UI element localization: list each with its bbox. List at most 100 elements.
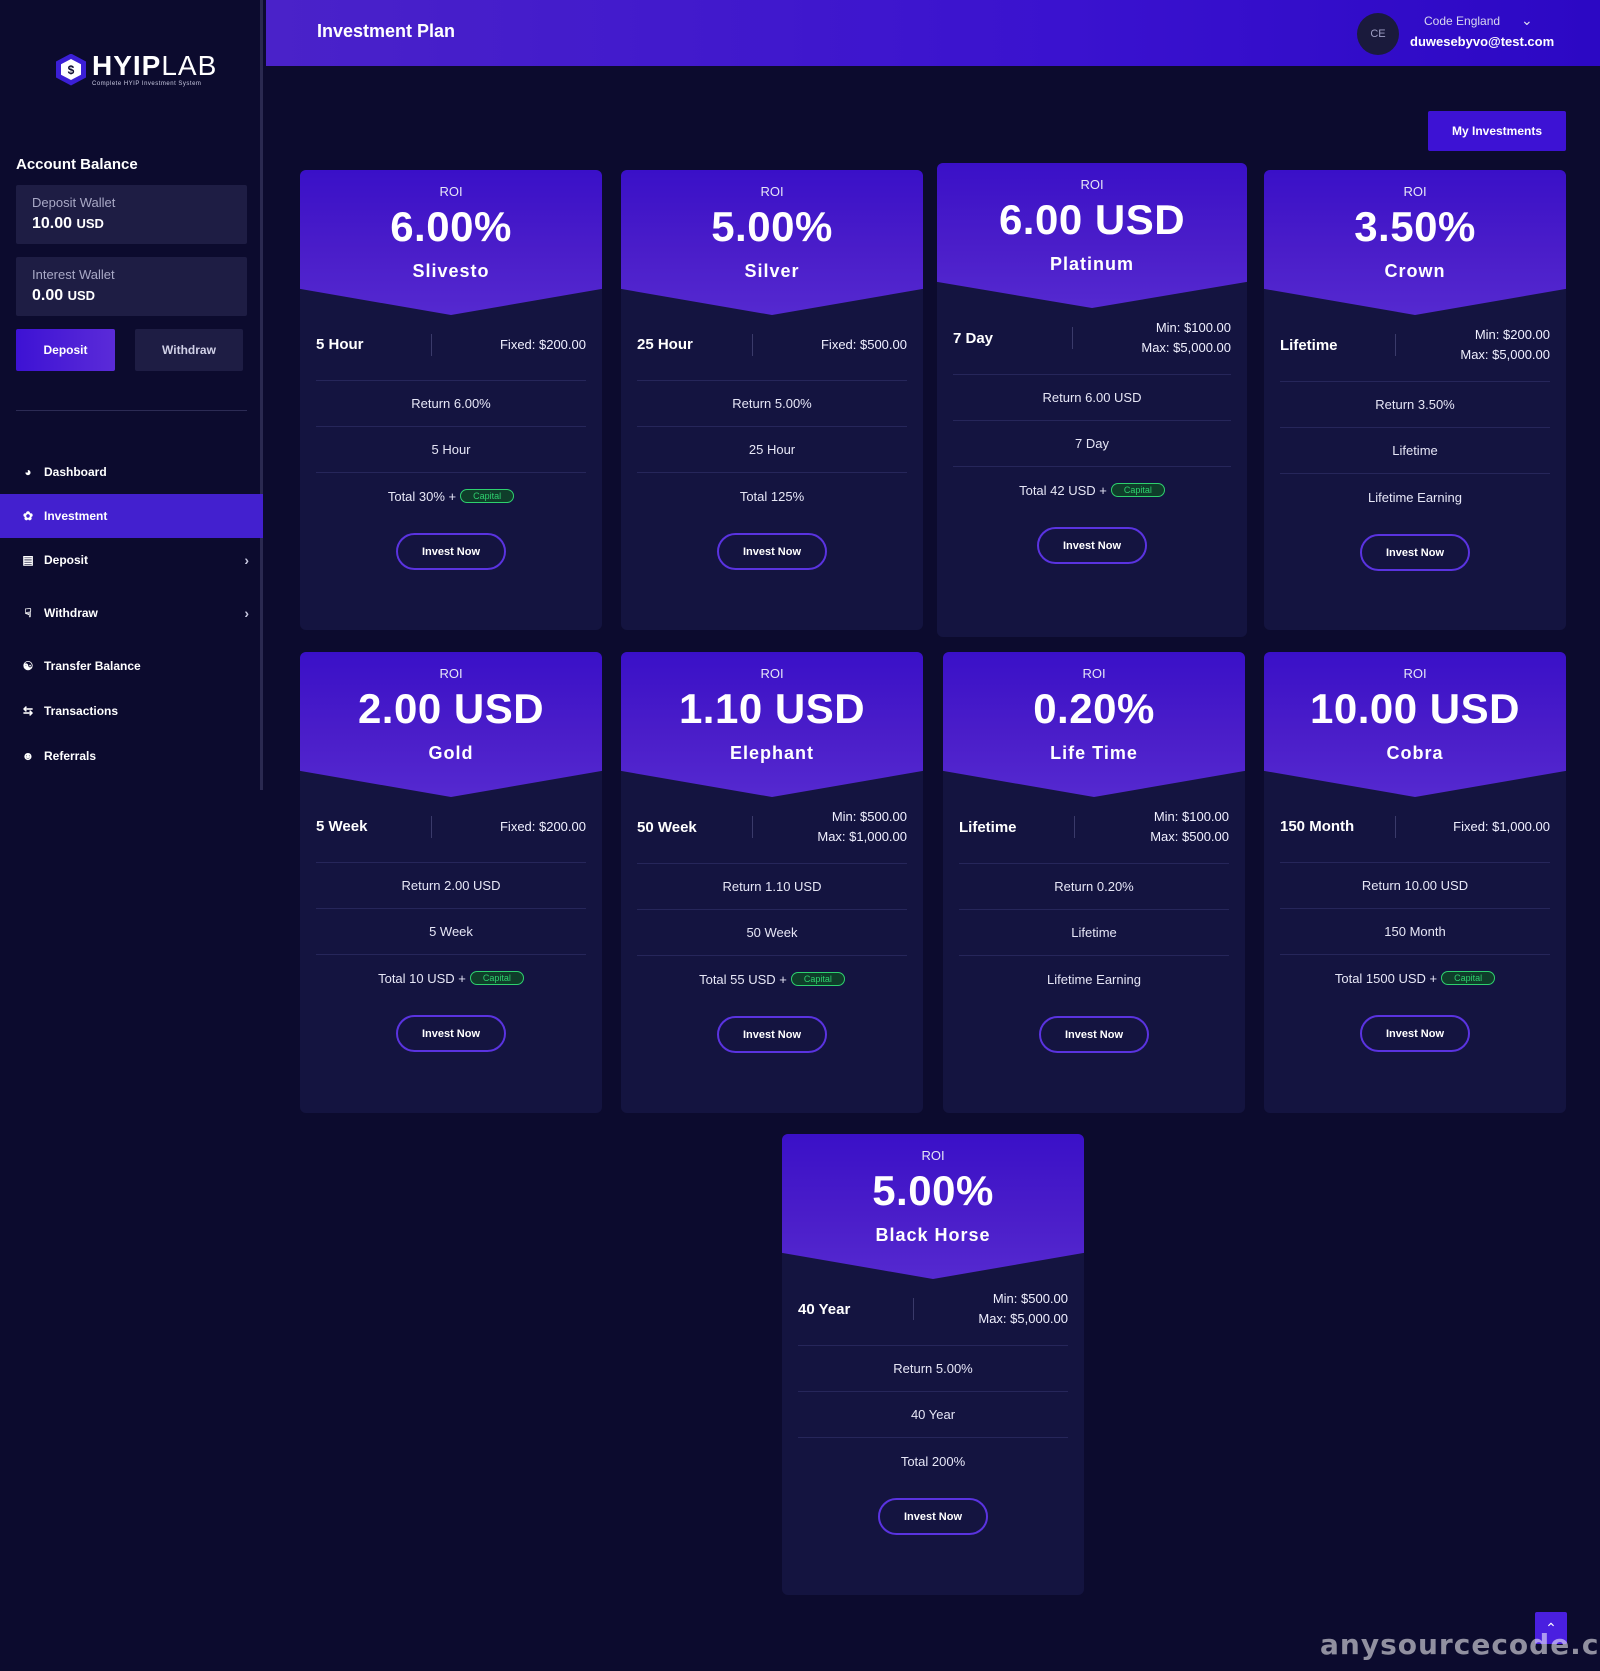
- plan-card-header: ROI 0.20% Life Time: [943, 652, 1245, 797]
- roi-label: ROI: [1403, 666, 1427, 681]
- invest-now-button[interactable]: Invest Now: [1360, 534, 1470, 571]
- plan-limits: Fixed: $500.00: [773, 335, 907, 355]
- plan-detail-row: 7 Day: [953, 421, 1231, 467]
- invest-now-button[interactable]: Invest Now: [717, 1016, 827, 1053]
- plan-name: Platinum: [1049, 254, 1134, 274]
- plan-card: ROI 5.00% Silver 25 Hour Fixed: $500.00 …: [621, 170, 923, 630]
- roi-value: 0.20%: [1033, 685, 1155, 732]
- divider: [1074, 816, 1076, 838]
- roi-value: 6.00%: [390, 203, 512, 250]
- sidebar-item-transactions[interactable]: ⇆ Transactions: [0, 689, 263, 733]
- plan-card: ROI 3.50% Crown Lifetime Min: $200.00 Max…: [1264, 170, 1566, 630]
- plan-limits: Min: $100.00 Max: $500.00: [1095, 807, 1229, 847]
- wallet-amount: 10.00: [32, 215, 73, 232]
- invest-now-button[interactable]: Invest Now: [1360, 1015, 1470, 1052]
- sidebar-item-transfer-balance[interactable]: ☯ Transfer Balance: [0, 644, 263, 688]
- plan-detail-text: Lifetime Earning: [1368, 489, 1462, 505]
- plan-detail-text: Total 200%: [900, 1453, 966, 1469]
- double-chevron-up-icon: ⌃: [1545, 1619, 1557, 1636]
- plan-detail-text: Return 6.00%: [411, 396, 491, 411]
- money-bag-icon: $: [56, 53, 86, 86]
- plan-info-row: 50 Week Min: $500.00 Max: $1,000.00: [637, 797, 907, 864]
- invest-now-button[interactable]: Invest Now: [396, 533, 506, 570]
- plan-card: ROI 6.00 USD Platinum 7 Day Min: $100.00…: [937, 163, 1247, 637]
- plan-card-header: ROI 1.10 USD Elephant: [621, 652, 923, 797]
- plan-detail-text: 7 Day: [1075, 436, 1109, 451]
- plan-detail-text: Total 42 USD +: [1019, 482, 1107, 498]
- plan-detail-row: Return 10.00 USD: [1280, 863, 1550, 909]
- plan-detail-text: Lifetime Earning: [1047, 971, 1141, 987]
- withdraw-button[interactable]: Withdraw: [135, 329, 243, 371]
- plan-limit-line: Min: $100.00: [1155, 320, 1231, 335]
- plan-name: Elephant: [729, 743, 814, 763]
- plan-detail-text: Total 55 USD +: [699, 971, 787, 987]
- roi-value: 3.50%: [1354, 203, 1476, 250]
- capital-badge: Capital: [460, 489, 515, 503]
- plan-detail-row: Return 3.50%: [1280, 382, 1550, 428]
- plan-name: Silver: [744, 261, 800, 281]
- plan-card: ROI 5.00% Black Horse 40 Year Min: $500.…: [782, 1134, 1084, 1595]
- plan-detail-row: Total 1500 USD + Capital: [1280, 955, 1550, 1001]
- sidebar-item-withdraw[interactable]: ☟ Withdraw ›: [0, 591, 263, 635]
- brand-name-light: LAB: [161, 50, 218, 81]
- plan-name: Life Time: [1050, 743, 1138, 763]
- roi-label: ROI: [1080, 177, 1104, 192]
- wallet-currency: USD: [76, 216, 104, 231]
- plan-limit-line: Max: $5,000.00: [978, 1311, 1068, 1326]
- user-email[interactable]: duwesebyvo@test.com: [1410, 34, 1555, 49]
- plan-info-row: 5 Hour Fixed: $200.00: [316, 315, 586, 381]
- plan-detail-row: Return 6.00 USD: [953, 375, 1231, 421]
- plan-card-header: ROI 3.50% Crown: [1264, 170, 1566, 315]
- sidebar: $ HYIPLAB Complete HYIP Investment Syste…: [0, 0, 263, 790]
- sidebar-item-investment[interactable]: ✿ Investment: [0, 494, 263, 538]
- plan-detail-row: Return 2.00 USD: [316, 863, 586, 909]
- sidebar-item-label: Referrals: [44, 749, 97, 763]
- sidebar-item-label: Investment: [44, 509, 108, 523]
- invest-now-button[interactable]: Invest Now: [396, 1015, 506, 1052]
- sidebar-item-dashboard[interactable]: ◕ Dashboard: [0, 450, 263, 494]
- roi-value: 5.00%: [711, 203, 833, 250]
- plan-detail-row: 5 Hour: [316, 427, 586, 473]
- sidebar-item-deposit[interactable]: ▤ Deposit ›: [0, 538, 263, 582]
- brand-logo[interactable]: $ HYIPLAB Complete HYIP Investment Syste…: [56, 52, 217, 87]
- divider: [431, 333, 433, 356]
- exchange-icon: ⇆: [22, 704, 34, 718]
- plan-detail-text: Lifetime: [1071, 925, 1117, 940]
- plan-detail-row: Lifetime: [959, 910, 1229, 956]
- plan-detail-row: 5 Week: [316, 909, 586, 955]
- plan-detail-row: Lifetime Earning: [959, 956, 1229, 1002]
- plan-limit-line: Min: $100.00: [1153, 809, 1229, 824]
- scroll-to-top-button[interactable]: ⌃: [1535, 1612, 1567, 1644]
- users-icon: ☻: [21, 749, 35, 763]
- plan-detail-row: 50 Week: [637, 910, 907, 956]
- invest-now-button[interactable]: Invest Now: [717, 533, 827, 570]
- roi-value: 10.00 USD: [1310, 685, 1520, 732]
- watermark: anysourcecode.com: [1320, 1628, 1600, 1661]
- sidebar-item-referrals[interactable]: ☻ Referrals: [0, 734, 263, 778]
- plan-detail-text: Return 3.50%: [1375, 397, 1455, 412]
- my-investments-button[interactable]: My Investments: [1428, 111, 1566, 151]
- invest-now-button[interactable]: Invest Now: [878, 1498, 988, 1535]
- plan-detail-row: 40 Year: [798, 1392, 1068, 1438]
- plan-detail-text: 5 Hour: [431, 442, 471, 457]
- chevron-down-icon[interactable]: ⌄: [1521, 12, 1533, 28]
- invest-now-button[interactable]: Invest Now: [1037, 527, 1147, 564]
- plan-info-row: Lifetime Min: $100.00 Max: $500.00: [959, 797, 1229, 864]
- divider: [1395, 815, 1397, 838]
- capital-badge: Capital: [469, 971, 524, 985]
- plan-name: Cobra: [1386, 743, 1444, 763]
- wallet-amount: 0.00: [32, 287, 64, 304]
- plan-detail-text: Total 10 USD +: [378, 970, 466, 986]
- user-name[interactable]: Code England: [1424, 14, 1501, 28]
- plan-name: Black Horse: [875, 1225, 991, 1245]
- deposit-button[interactable]: Deposit: [16, 329, 115, 371]
- capital-badge: Capital: [1441, 971, 1496, 985]
- plan-detail-row: Return 5.00%: [798, 1346, 1068, 1392]
- invest-now-button[interactable]: Invest Now: [1039, 1016, 1149, 1053]
- plan-limits: Min: $500.00 Max: $1,000.00: [773, 807, 907, 847]
- plan-duration: 40 Year: [798, 1300, 851, 1318]
- plan-card-header: ROI 10.00 USD Cobra: [1264, 652, 1566, 797]
- plan-detail-text: Total 1500 USD +: [1334, 970, 1438, 986]
- sidebar-item-label: Transfer Balance: [44, 659, 141, 673]
- avatar[interactable]: CE: [1357, 13, 1399, 55]
